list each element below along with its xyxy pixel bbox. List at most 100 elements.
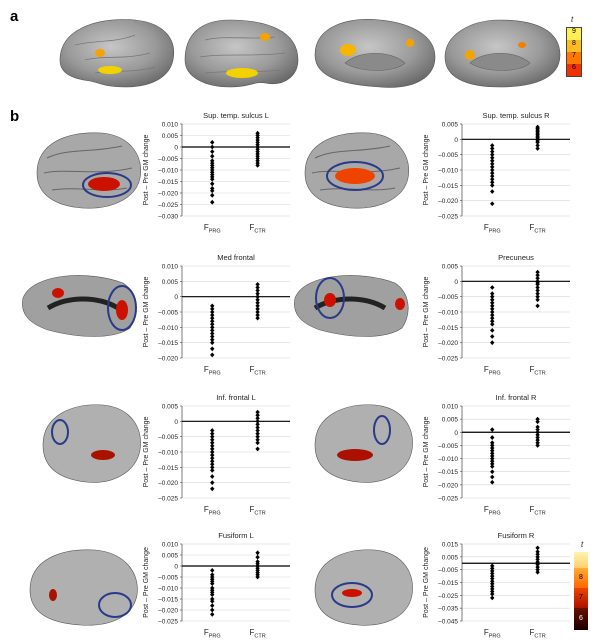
data-point bbox=[490, 565, 495, 571]
slice-fusiform-right bbox=[314, 549, 413, 626]
y-tick-label: –0.005 bbox=[438, 443, 458, 450]
data-point bbox=[490, 182, 495, 188]
data-point bbox=[490, 571, 495, 576]
y-tick-label: –0.020 bbox=[438, 198, 458, 205]
x-category-label: FPRG bbox=[204, 223, 221, 235]
data-point bbox=[210, 140, 215, 145]
data-point bbox=[490, 586, 495, 592]
data-point bbox=[490, 427, 495, 433]
data-point bbox=[210, 144, 215, 150]
y-tick-label: 0.010 bbox=[442, 404, 459, 411]
data-point bbox=[535, 419, 540, 425]
x-category-label: FPRG bbox=[204, 505, 221, 517]
data-point bbox=[255, 422, 260, 427]
brain-surfaces-panel bbox=[59, 19, 561, 88]
chart-title: Sup. temp. sulcus L bbox=[203, 111, 269, 120]
data-point bbox=[490, 591, 495, 597]
y-tick-label: 0.010 bbox=[162, 122, 179, 129]
y-tick-label: 0.005 bbox=[442, 417, 459, 424]
brain-medial-left bbox=[314, 19, 436, 88]
y-tick-label: 0 bbox=[454, 137, 458, 144]
data-point bbox=[210, 149, 215, 154]
data-point bbox=[490, 300, 495, 306]
data-point bbox=[210, 309, 215, 315]
y-tick-label: –0.010 bbox=[438, 168, 458, 175]
data-point bbox=[210, 568, 215, 573]
data-point bbox=[210, 337, 215, 342]
y-tick-label: –0.015 bbox=[158, 465, 178, 472]
data-point bbox=[490, 445, 495, 451]
data-point bbox=[535, 567, 540, 573]
y-tick-label: –0.010 bbox=[438, 310, 458, 317]
y-tick-label: –0.020 bbox=[158, 480, 178, 487]
y-tick-label: –0.010 bbox=[158, 586, 178, 593]
data-point bbox=[210, 431, 215, 436]
data-point bbox=[210, 446, 215, 452]
scatter-chart-inf-frontal-left: Inf. frontal L Post – Pre GM change 0.005 0… bbox=[143, 393, 290, 517]
y-tick-label: 0.005 bbox=[442, 122, 459, 129]
y-tick-label: –0.025 bbox=[158, 496, 178, 503]
x-category-label: FPRG bbox=[204, 365, 221, 377]
x-category-label: FCTR bbox=[529, 365, 545, 377]
data-point bbox=[535, 549, 540, 555]
colorbar-top-tick: 6 bbox=[567, 64, 581, 76]
data-point bbox=[490, 294, 495, 300]
colorbar-top-tick: 7 bbox=[567, 52, 581, 64]
data-point bbox=[210, 443, 215, 449]
data-point bbox=[490, 464, 495, 469]
data-point bbox=[255, 446, 260, 452]
x-category-label: FPRG bbox=[204, 628, 221, 640]
data-point bbox=[490, 563, 495, 569]
colorbar-bottom-tick: 8 bbox=[574, 568, 588, 588]
y-tick-label: –0.005 bbox=[438, 567, 458, 574]
chart-title: Fusiform R bbox=[498, 531, 535, 540]
y-axis-label: Post – Pre GM change bbox=[143, 547, 150, 618]
data-point bbox=[255, 440, 260, 446]
data-point bbox=[490, 167, 495, 173]
data-point bbox=[210, 440, 215, 446]
data-point bbox=[490, 146, 495, 151]
data-point bbox=[210, 468, 215, 473]
data-point bbox=[490, 315, 495, 321]
slice-sts-left bbox=[36, 132, 142, 209]
data-point bbox=[210, 176, 215, 182]
data-point bbox=[490, 469, 495, 475]
y-axis-label: Post – Pre GM change bbox=[143, 416, 150, 487]
x-category-label: FCTR bbox=[249, 505, 265, 517]
data-point bbox=[255, 428, 260, 433]
panel-b-label: b bbox=[10, 108, 20, 125]
data-point bbox=[255, 409, 260, 415]
data-point bbox=[490, 306, 495, 312]
data-point bbox=[535, 562, 540, 567]
y-tick-label: –0.035 bbox=[438, 606, 458, 613]
scatter-chart-fusiform-right: Fusiform R Post – Pre GM change 0.015 0.005… bbox=[423, 531, 570, 640]
y-tick-label: –0.005 bbox=[438, 152, 458, 159]
data-point bbox=[490, 340, 495, 346]
data-point bbox=[490, 161, 495, 167]
y-tick-label: 0 bbox=[174, 294, 178, 301]
data-point bbox=[210, 607, 215, 613]
data-point bbox=[255, 554, 260, 560]
y-tick-label: –0.025 bbox=[438, 214, 458, 221]
y-tick-label: –0.015 bbox=[438, 469, 458, 476]
colorbar-top-tick: 9 bbox=[567, 28, 581, 40]
data-point bbox=[535, 559, 540, 565]
y-tick-label: –0.030 bbox=[158, 214, 178, 221]
y-tick-label: –0.015 bbox=[438, 580, 458, 587]
y-tick-label: –0.005 bbox=[158, 575, 178, 582]
y-tick-label: –0.015 bbox=[438, 325, 458, 332]
y-axis-label: Post – Pre GM change bbox=[143, 276, 150, 347]
data-point bbox=[490, 155, 495, 161]
chart-title: Fusiform L bbox=[218, 531, 253, 540]
brain-medial-right bbox=[444, 19, 561, 88]
scatter-chart-sts-right: Sup. temp. sulcus R Post – Pre GM change 0… bbox=[423, 111, 570, 235]
data-point bbox=[255, 303, 260, 309]
y-axis-label: Post – Pre GM change bbox=[143, 134, 150, 205]
data-point bbox=[535, 303, 540, 309]
y-tick-label: 0 bbox=[454, 430, 458, 437]
data-point bbox=[210, 315, 215, 321]
x-category-label: FCTR bbox=[529, 628, 545, 640]
data-point bbox=[535, 569, 540, 575]
y-tick-label: 0.010 bbox=[162, 264, 179, 271]
data-point bbox=[210, 452, 215, 458]
